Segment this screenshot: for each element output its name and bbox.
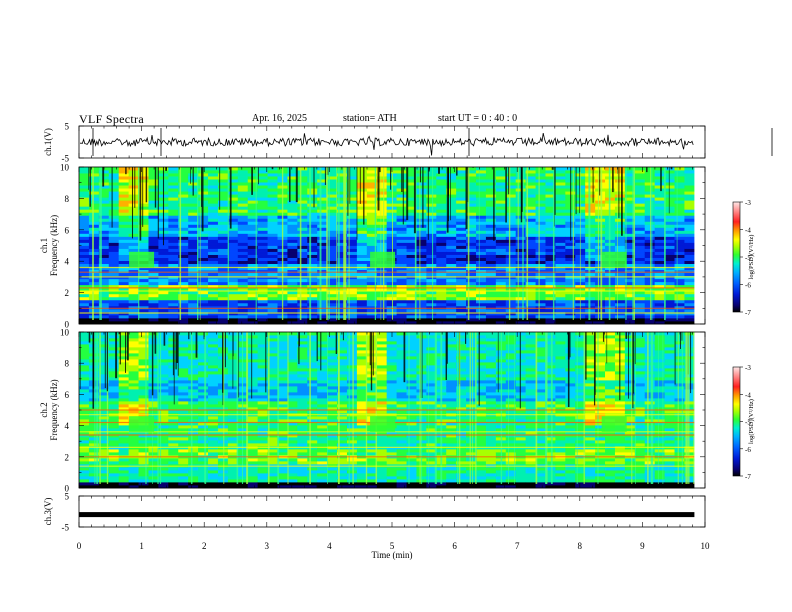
ch1-waveform-trace [79, 128, 773, 156]
colorbar-tick-label: -3 [745, 199, 751, 207]
ch3-waveform-trace [79, 512, 695, 518]
ch1-spectrogram-ytick-label: 8 [65, 194, 70, 204]
ch1-spectrogram-image [79, 167, 705, 325]
colorbar-label: log(PSD)(V²/Hz) [748, 235, 755, 280]
ch1-spectrogram-panel: -3 -4 -5 -6 -7 log(PSD)(V²/Hz) 0 2 4 6 8 10 ch.1Freq… [39, 163, 755, 330]
ch1-spectrogram-ytick-label: 4 [65, 257, 70, 267]
ch1-spectrogram-burst-0 [129, 251, 155, 268]
colorbar-tick-label: -7 [745, 309, 751, 317]
ch3-waveform-ticks [78, 495, 706, 528]
colorbar-tick-label: -7 [745, 473, 751, 481]
ch1-spectrogram-ytick-label: 10 [60, 163, 70, 173]
date-label: Apr. 16, 2025 [252, 113, 307, 124]
ch3-waveform-ytick-label: 5 [65, 492, 70, 502]
colorbar-tick-label: -4 [745, 227, 751, 235]
ch2-spectrogram-colorbar: -3 -4 -5 -6 -7 log(PSD)(V²/Hz) [732, 364, 755, 481]
ch1-waveform-ytick-label: 5 [65, 122, 70, 132]
ch2-spectrogram-ytick-label: 8 [65, 359, 70, 369]
ch2-spectrogram-burst-2 [601, 416, 627, 432]
x-axis-label: Time (min) [372, 550, 413, 560]
ch3-waveform-ytick-label: -5 [62, 523, 70, 533]
ch1-spectrogram-ytick-label: 2 [65, 288, 70, 298]
ylabel-line-2: Frequency (kHz) [49, 215, 59, 276]
ch1-waveform-ytick-label: -5 [62, 154, 70, 164]
ch2-spectrogram-panel: -3 -4 -5 -6 -7 log(PSD)(V²/Hz) 0 2 4 6 8 10 ch.2Freq… [39, 328, 755, 494]
x-tick-label: 3 [265, 541, 270, 551]
colorbar-tick-label: -5 [745, 419, 751, 427]
x-tick-label: 0 [77, 541, 82, 551]
ch3-waveform-band [79, 512, 695, 518]
x-tick-label: 2 [202, 541, 207, 551]
ylabel-line-2: Frequency (kHz) [49, 379, 59, 440]
ch1-spectrogram-ytick-label: 6 [65, 225, 70, 235]
ch2-spectrogram-ylabel: ch.2Frequency (kHz) [39, 379, 59, 440]
x-tick-label: 6 [452, 541, 457, 551]
x-tick-label: 7 [515, 541, 520, 551]
colorbar-tick-label: -4 [745, 391, 751, 399]
ch1-spectrogram-ticks [78, 166, 706, 325]
ch1-spectrogram-colorbar: -3 -4 -5 -6 -7 log(PSD)(V²/Hz) [732, 199, 755, 317]
ch1-waveform-panel: 5 -5 ch.1(V) [43, 122, 773, 164]
time-axis: 0 1 2 3 4 5 6 7 8 9 10 Time (min) [77, 541, 710, 560]
ch2-spectrogram-ytick-label: 6 [65, 390, 70, 400]
station-label: station= ATH [343, 113, 397, 124]
ch2-spectrogram-ytick-label: 0 [65, 484, 70, 494]
colorbar-tick-label: -6 [745, 446, 751, 454]
ch3-waveform-panel: 5 -5 ch.3(V) [43, 492, 706, 533]
x-tick-label: 10 [701, 541, 711, 551]
ch1-spectrogram-ytick-label: 0 [65, 320, 70, 330]
chart-title: VLF Spectra [79, 112, 144, 126]
ch1-waveform-ticks [78, 125, 706, 159]
start-ut-label: start UT = 0 : 40 : 0 [438, 113, 518, 124]
ch1-spectrogram-burst-1 [370, 251, 396, 268]
ch1-waveform-ylabel: ch.1(V) [43, 128, 53, 156]
colorbar-gradient [732, 201, 741, 313]
ch2-spectrogram-ytick-label: 2 [65, 452, 70, 462]
ch1-spectrogram-burst-2 [601, 251, 627, 268]
ch2-spectrogram-burst-0 [129, 416, 155, 432]
x-tick-label: 5 [390, 541, 395, 551]
ch2-spectrogram-ticks [78, 331, 706, 489]
colorbar-tick-label: -3 [745, 364, 751, 372]
ch2-spectrogram-ytick-label: 4 [65, 421, 70, 431]
colorbar-tick-label: -6 [745, 282, 751, 290]
ch2-spectrogram-ytick-label: 10 [60, 328, 70, 338]
ch2-spectrogram-burst-1 [370, 416, 396, 432]
colorbar-label: log(PSD)(V²/Hz) [748, 399, 755, 444]
ch3-waveform-ylabel: ch.3(V) [43, 498, 53, 526]
colorbar-tick-label: -5 [745, 254, 751, 262]
ylabel-line-1: ch.2 [39, 402, 49, 417]
ylabel-line-1: ch.1 [39, 238, 49, 253]
x-tick-label: 4 [327, 541, 332, 551]
ch1-spectrogram-ylabel: ch.1Frequency (kHz) [39, 215, 59, 276]
x-tick-label: 1 [139, 541, 144, 551]
ch1-waveform-path [79, 133, 694, 156]
colorbar-gradient [732, 366, 741, 477]
x-tick-label: 9 [640, 541, 645, 551]
x-tick-label: 8 [578, 541, 583, 551]
ch2-spectrogram-image [79, 332, 705, 489]
